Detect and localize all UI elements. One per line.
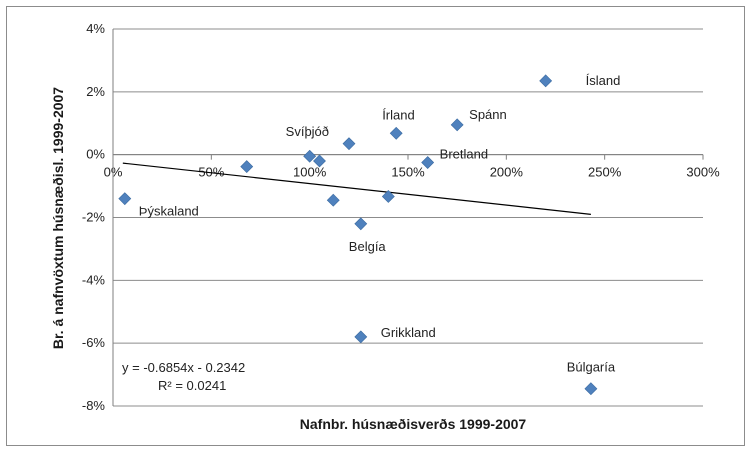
- y-tick-label: -4%: [82, 272, 106, 287]
- point-label: Búlgaría: [567, 360, 616, 375]
- data-point: [421, 156, 435, 169]
- data-point: [326, 193, 340, 207]
- y-tick-label: 0%: [86, 147, 105, 162]
- y-tick-label: -8%: [82, 398, 106, 413]
- x-tick-label: 50%: [198, 165, 224, 180]
- data-point: [354, 330, 368, 344]
- trendline-equation: y = -0.6854x - 0.2342: [122, 360, 245, 375]
- point-labels: Þýskaland Svíþjóð Belgía Írland Bretland Spán…: [139, 73, 621, 375]
- x-tick-label: 300%: [686, 165, 720, 180]
- data-point: [354, 217, 368, 231]
- point-label: Írland: [382, 107, 415, 122]
- data-point: [240, 160, 254, 174]
- y-tick-label: -2%: [82, 210, 106, 225]
- x-tick-label: 100%: [293, 165, 327, 180]
- data-point: [539, 74, 553, 88]
- y-tick-label: 4%: [86, 21, 105, 36]
- data-point: [118, 192, 132, 206]
- x-tick-labels: 0% 50% 100% 150% 200% 250% 300%: [104, 154, 720, 180]
- point-label: Bretland: [440, 147, 488, 162]
- data-point: [303, 149, 317, 163]
- point-label: Belgía: [349, 239, 387, 254]
- data-points: [118, 74, 598, 396]
- trendline: [122, 162, 591, 215]
- data-point: [342, 137, 356, 151]
- point-label: Þýskaland: [139, 204, 199, 219]
- x-tick-label: 150%: [391, 165, 425, 180]
- point-label: Grikkland: [381, 325, 436, 340]
- point-label: Svíþjóð: [286, 124, 329, 139]
- y-tick-label: -6%: [82, 335, 106, 350]
- y-tick-label: 2%: [86, 84, 105, 99]
- trendline-r-squared: R² = 0.0241: [158, 378, 226, 393]
- data-point: [450, 118, 464, 132]
- y-axis-title: Br. á nafnvöxtum húsnæðisl. 1999-2007: [50, 87, 66, 349]
- y-tick-labels: -8% -6% -4% -2% 0% 2% 4%: [82, 21, 106, 413]
- data-point: [381, 190, 395, 203]
- x-axis-title: Nafnbr. húsnæðisverðs 1999-2007: [300, 416, 527, 432]
- x-tick-label: 200%: [490, 165, 524, 180]
- chart-frame: [6, 6, 745, 446]
- data-point: [584, 382, 598, 396]
- point-label: Ísland: [586, 73, 621, 88]
- data-point: [313, 154, 326, 168]
- data-point: [389, 126, 403, 140]
- x-tick-label: 250%: [588, 165, 622, 180]
- point-label: Spánn: [469, 107, 507, 122]
